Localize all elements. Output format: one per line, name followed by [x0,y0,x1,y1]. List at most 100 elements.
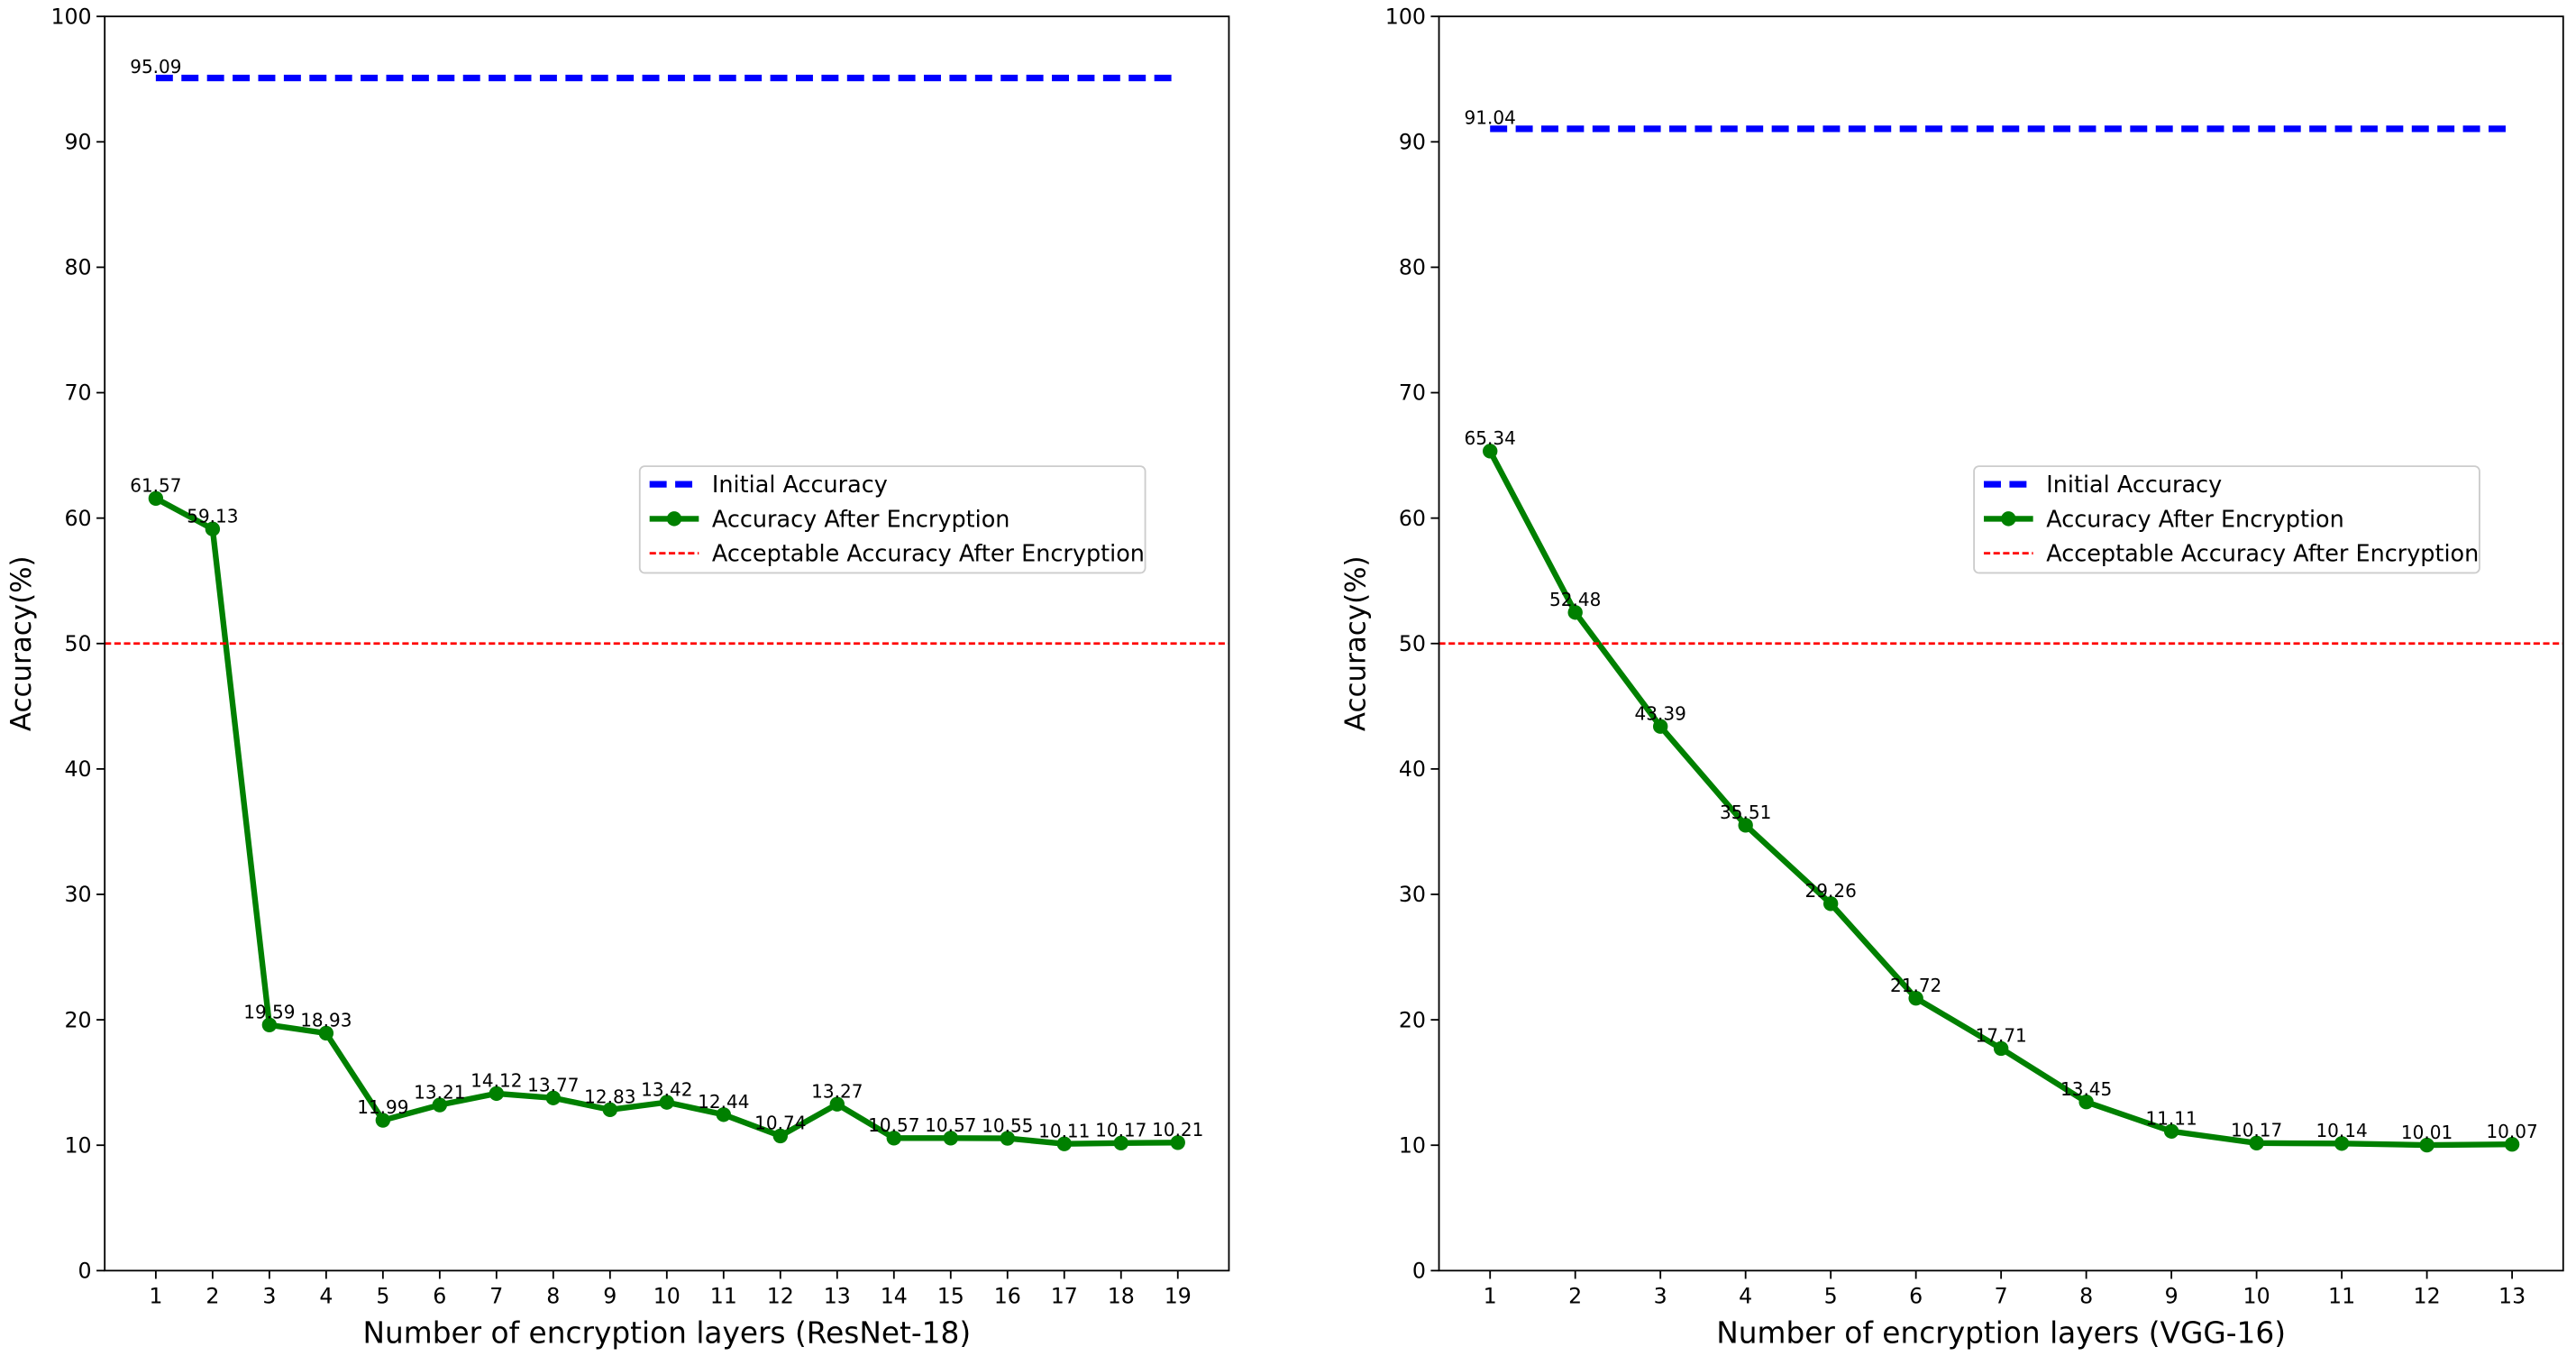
x-axis-label: Number of encryption layers (VGG-16) [1716,1315,2286,1350]
y-axis-label: Accuracy(%) [1340,555,1373,731]
legend-box [1973,465,2480,574]
data-label: 59.13 [187,505,238,527]
data-label: 13.21 [414,1081,465,1103]
data-point [1483,444,1498,459]
data-label: 10.57 [925,1114,976,1136]
plot-frame [104,15,1230,1272]
x-tick-label: 1 [1484,1284,1497,1309]
data-label: 43.39 [1635,702,1686,724]
y-tick-label: 70 [1399,380,1426,406]
data-point [829,1096,845,1112]
data-point [1652,719,1668,734]
y-tick-label: 60 [1399,506,1426,531]
legend-label: Initial Accuracy [712,472,888,499]
data-point [1170,1135,1185,1150]
x-tick-label: 11 [2328,1284,2355,1309]
y-tick-label: 80 [1399,255,1426,280]
data-point [1993,1040,2009,1057]
data-point [659,1095,675,1110]
data-label: 17.71 [1975,1025,2026,1047]
x-tick-label: 11 [710,1284,737,1309]
data-label: 91.04 [1465,106,1516,128]
x-tick-label: 14 [881,1284,908,1309]
y-tick-label: 80 [65,255,92,280]
legend-label: Accuracy After Encryption [712,506,1010,533]
data-point [1000,1131,1015,1146]
y-axis-label: Accuracy(%) [5,555,38,731]
legend-label: Acceptable Accuracy After Encryption [712,541,1145,568]
y-tick-label: 60 [65,506,92,531]
legend-marker [666,511,682,527]
x-tick-label: 5 [1824,1284,1838,1309]
x-tick-label: 19 [1165,1284,1192,1309]
data-point [375,1113,391,1128]
y-tick-label: 10 [1399,1132,1426,1158]
x-tick-label: 2 [206,1284,219,1309]
data-label: 10.55 [982,1114,1033,1136]
data-label: 10.17 [2231,1120,2282,1141]
x-tick-label: 3 [262,1284,276,1309]
data-point [318,1025,334,1041]
data-point [2078,1095,2094,1110]
legend-box [638,465,1146,574]
data-point [1822,896,1839,912]
data-point [545,1090,562,1105]
data-point [716,1107,732,1122]
data-point [205,521,221,536]
data-point [943,1131,958,1146]
data-label: 35.51 [1720,802,1771,823]
data-label: 14.12 [470,1070,522,1092]
data-point [886,1131,901,1146]
data-label: 61.57 [130,475,181,497]
data-point [489,1086,505,1102]
x-tick-label: 2 [1568,1284,1582,1309]
data-label: 52.48 [1549,589,1601,610]
data-label: 11.99 [357,1096,408,1118]
data-label: 65.34 [1465,427,1516,449]
y-tick-label: 50 [1399,631,1426,656]
x-tick-label: 18 [1108,1284,1135,1309]
data-label: 13.27 [811,1080,863,1102]
data-label: 10.14 [2316,1120,2367,1141]
series-line [154,496,1178,1147]
x-tick-label: 6 [1909,1284,1923,1309]
x-tick-label: 9 [603,1284,617,1309]
data-label: 12.83 [584,1086,635,1108]
data-point [1056,1136,1072,1151]
y-tick-label: 50 [65,631,92,656]
data-label: 10.74 [754,1113,806,1134]
data-label: 18.93 [300,1010,352,1031]
data-label: 13.45 [2060,1078,2112,1100]
data-point [148,490,164,507]
data-point [1738,818,1753,833]
x-tick-label: 13 [824,1284,851,1309]
data-point [1113,1135,1128,1151]
plot-frame [1438,15,2564,1272]
data-point [2419,1137,2434,1153]
y-tick-label: 0 [78,1259,92,1284]
data-label: 13.77 [527,1074,579,1095]
y-tick-label: 40 [1399,756,1426,782]
x-tick-label: 5 [376,1284,389,1309]
data-point [772,1128,788,1144]
x-tick-label: 16 [994,1284,1021,1309]
y-tick-label: 10 [65,1132,92,1158]
y-tick-label: 40 [65,756,92,782]
data-label: 10.07 [2486,1121,2537,1142]
y-tick-label: 100 [50,4,91,29]
data-point [2504,1137,2520,1152]
x-tick-label: 8 [546,1284,560,1309]
data-point [432,1097,448,1113]
data-label: 95.09 [130,56,181,78]
y-tick-label: 100 [1385,4,1426,29]
data-label: 10.17 [1095,1120,1146,1141]
y-tick-label: 0 [1412,1259,1426,1284]
x-tick-label: 17 [1051,1284,1078,1309]
data-point [1567,605,1583,620]
y-tick-label: 30 [65,882,92,907]
data-label: 10.57 [868,1114,919,1136]
legend-label: Initial Accuracy [2046,472,2222,499]
